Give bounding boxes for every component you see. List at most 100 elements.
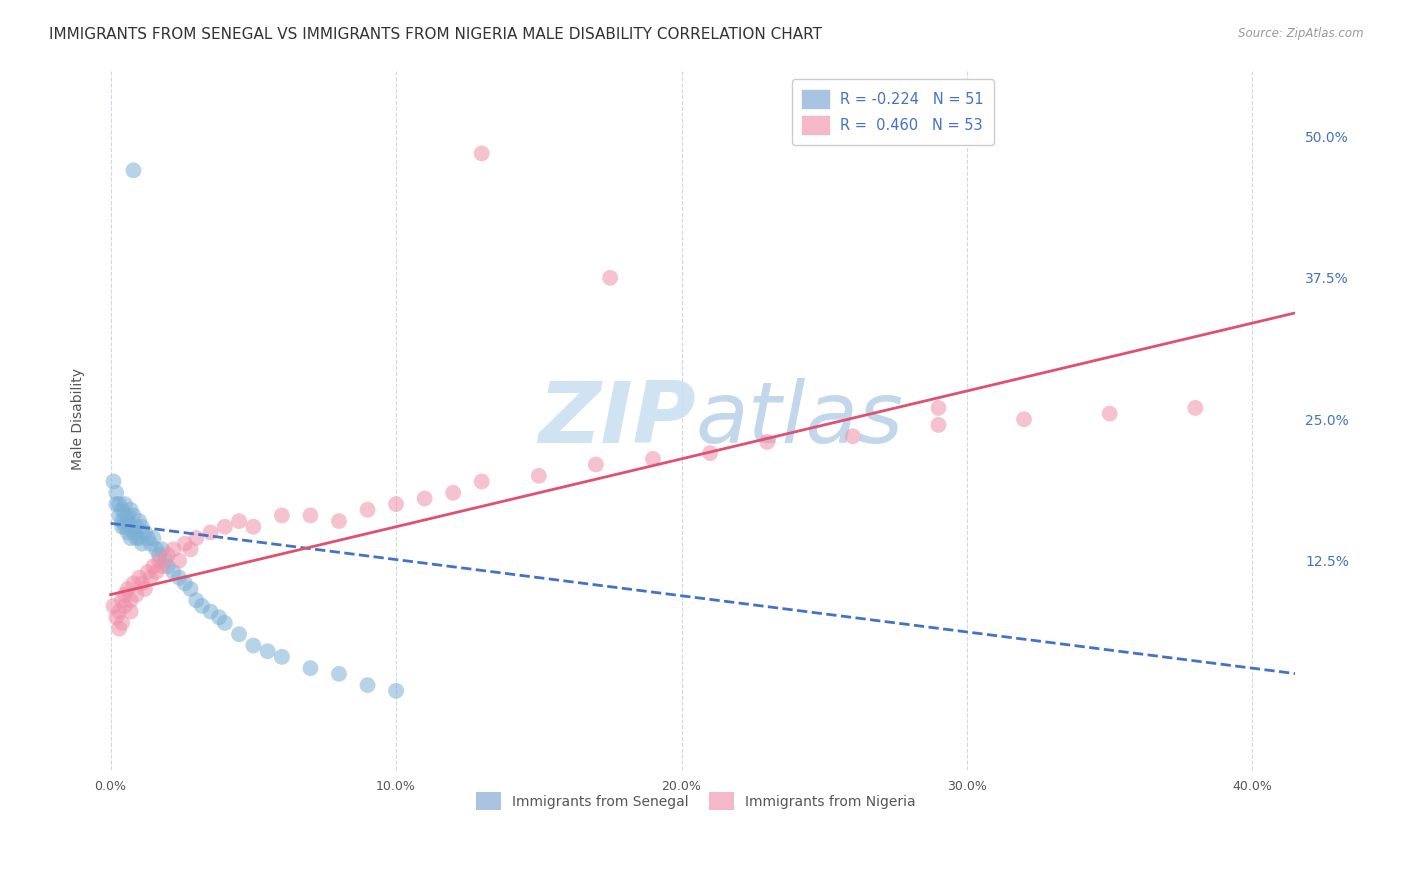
Point [156,559,179,574]
Point [125,520,148,534]
Point [191,599,214,613]
Point [108,622,131,636]
Point [927,401,949,415]
Point [111,615,134,630]
Text: Source: ZipAtlas.com: Source: ZipAtlas.com [1239,27,1364,40]
Point [162,565,184,579]
Point [134,582,156,596]
Text: IMMIGRANTS FROM SENEGAL VS IMMIGRANTS FROM NIGERIA MALE DISABILITY CORRELATION C: IMMIGRANTS FROM SENEGAL VS IMMIGRANTS FR… [49,27,823,42]
Point [117,514,139,528]
Point [585,458,607,472]
Point [111,514,134,528]
Point [214,520,236,534]
Point [173,576,195,591]
Point [242,639,264,653]
Point [156,548,179,562]
Point [120,502,142,516]
Point [120,593,142,607]
Point [385,497,408,511]
Point [111,593,134,607]
Point [117,582,139,596]
Point [756,434,779,449]
Point [105,497,128,511]
Point [150,559,173,574]
Point [214,615,236,630]
Point [142,559,165,574]
Point [385,683,408,698]
Point [242,520,264,534]
Point [145,565,167,579]
Point [114,508,136,523]
Point [128,514,150,528]
Point [114,520,136,534]
Point [114,497,136,511]
Point [131,537,153,551]
Point [128,531,150,545]
Point [153,554,176,568]
Y-axis label: Male Disability: Male Disability [72,368,86,470]
Point [471,146,494,161]
Point [148,548,170,562]
Point [842,429,865,443]
Point [270,649,292,664]
Point [200,525,222,540]
Point [527,468,550,483]
Point [142,531,165,545]
Point [328,666,350,681]
Point [1098,407,1121,421]
Point [148,554,170,568]
Point [413,491,436,506]
Point [1184,401,1206,415]
Point [641,451,664,466]
Point [441,485,464,500]
Point [328,514,350,528]
Point [186,531,208,545]
Point [108,508,131,523]
Point [356,502,378,516]
Point [120,531,142,545]
Point [228,627,250,641]
Point [122,163,145,178]
Point [699,446,721,460]
Point [125,531,148,545]
Point [122,525,145,540]
Point [128,571,150,585]
Point [299,661,322,675]
Legend: Immigrants from Senegal, Immigrants from Nigeria: Immigrants from Senegal, Immigrants from… [470,787,921,815]
Point [120,605,142,619]
Point [103,599,125,613]
Point [173,537,195,551]
Point [139,571,162,585]
Point [111,502,134,516]
Point [256,644,278,658]
Point [927,417,949,432]
Point [162,542,184,557]
Point [125,588,148,602]
Point [180,542,202,557]
Point [134,525,156,540]
Point [228,514,250,528]
Point [270,508,292,523]
Point [299,508,322,523]
Point [1012,412,1035,426]
Point [131,520,153,534]
Point [200,605,222,619]
Point [114,588,136,602]
Point [136,531,159,545]
Point [186,593,208,607]
Point [103,475,125,489]
Point [105,485,128,500]
Point [114,599,136,613]
Point [122,576,145,591]
Point [117,508,139,523]
Point [356,678,378,692]
Point [122,508,145,523]
Point [108,497,131,511]
Point [180,582,202,596]
Text: ZIP: ZIP [538,377,696,461]
Point [167,554,190,568]
Point [208,610,231,624]
Point [105,610,128,624]
Point [131,576,153,591]
Point [145,542,167,557]
